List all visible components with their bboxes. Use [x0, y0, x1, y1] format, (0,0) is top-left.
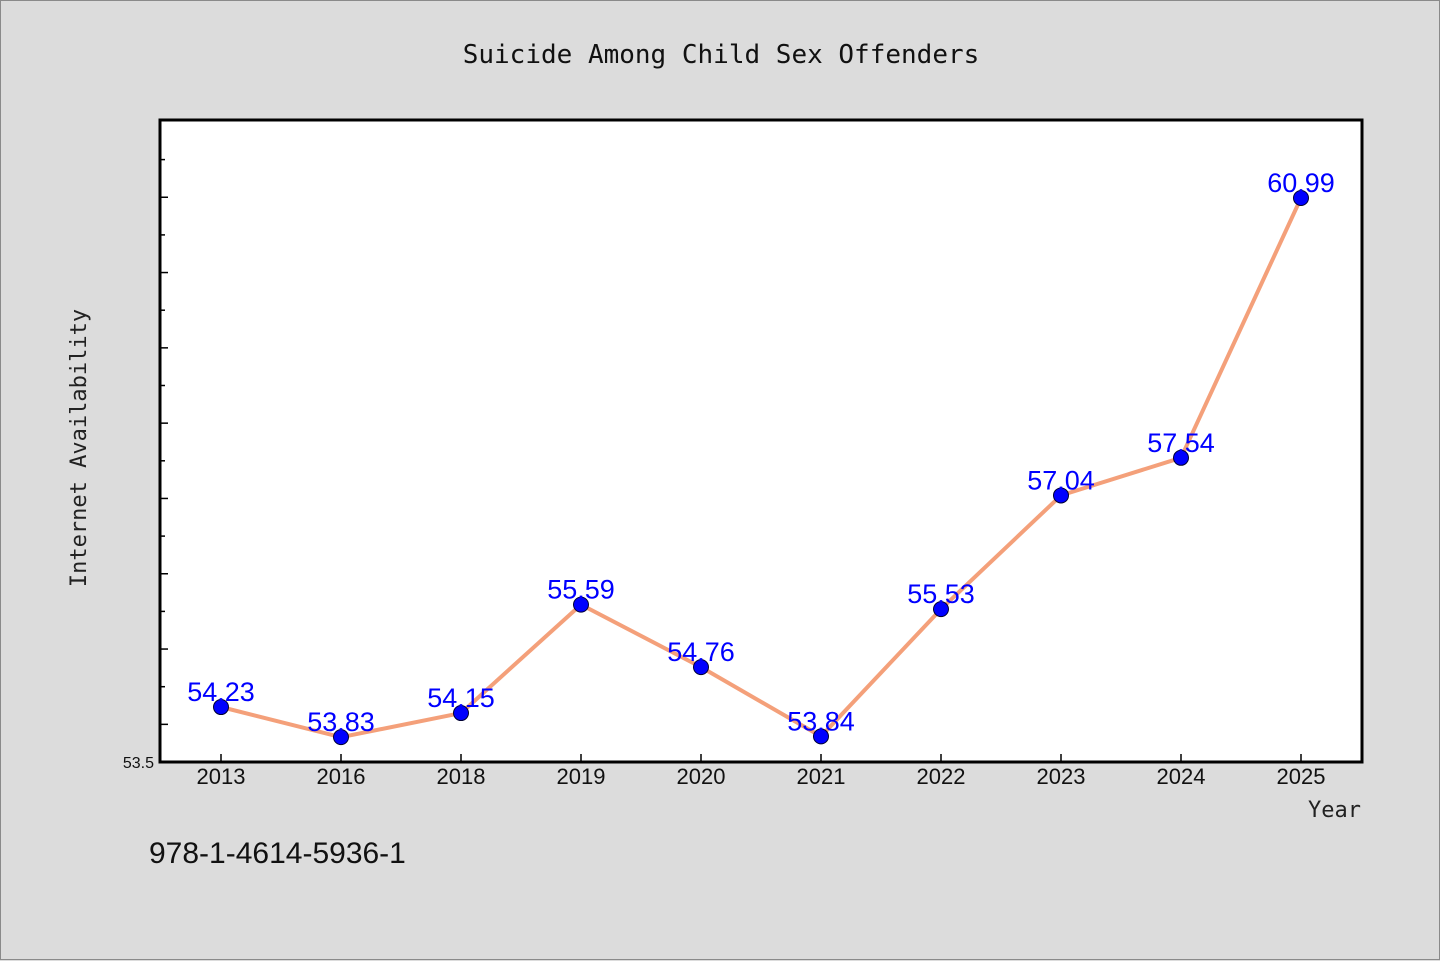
x-axis-ticks	[220, 754, 1302, 762]
series-line	[219, 196, 1303, 740]
data-label: 55.53	[907, 579, 975, 609]
plot-area	[158, 118, 1364, 764]
x-tick-label: 2022	[917, 764, 966, 789]
data-label: 53.84	[787, 706, 855, 736]
x-tick-label: 2020	[677, 764, 726, 789]
data-point	[453, 705, 469, 722]
data-label: 53.83	[307, 707, 375, 737]
x-axis-tick-labels: 2013 2016 2018 2019 2020 2021 2022 2023 2024 2025	[197, 764, 1326, 789]
y-axis-ticks	[160, 158, 168, 726]
data-markers	[213, 190, 1309, 746]
data-label: 57.04	[1027, 465, 1095, 495]
data-point	[1173, 449, 1189, 466]
data-point	[333, 729, 349, 746]
x-axis-label: Year	[1308, 798, 1361, 823]
x-tick-label: 2023	[1037, 764, 1086, 789]
data-label: 54.76	[667, 637, 735, 667]
y-axis-label: Internet Availability	[67, 309, 92, 587]
data-point	[933, 601, 949, 618]
y-tick-label: 53.5	[123, 755, 154, 772]
data-label: 54.23	[187, 677, 255, 707]
x-tick-label: 2019	[557, 764, 606, 789]
x-tick-label: 2018	[437, 764, 486, 789]
data-label: 57.54	[1147, 428, 1215, 458]
x-tick-label: 2021	[797, 764, 846, 789]
x-tick-label: 2016	[317, 764, 366, 789]
data-labels-group: 54.23 53.83 54.15 55.59 54.76 53.84 55.53 57.04…	[187, 168, 1335, 737]
data-point	[1053, 487, 1069, 504]
data-label: 54.15	[427, 683, 495, 713]
x-tick-label: 2024	[1157, 764, 1206, 789]
x-tick-label: 2013	[197, 764, 246, 789]
data-point	[1293, 190, 1309, 207]
chart-title: Suicide Among Child Sex Offenders	[463, 40, 980, 70]
data-label: 55.59	[547, 575, 615, 605]
x-tick-label: 2025	[1277, 764, 1326, 789]
data-label: 60.99	[1267, 168, 1335, 198]
data-point	[213, 699, 229, 716]
data-point	[813, 728, 829, 745]
data-point	[693, 659, 709, 676]
isbn-text: 978-1-4614-5936-1	[149, 837, 406, 870]
data-point	[573, 596, 589, 613]
